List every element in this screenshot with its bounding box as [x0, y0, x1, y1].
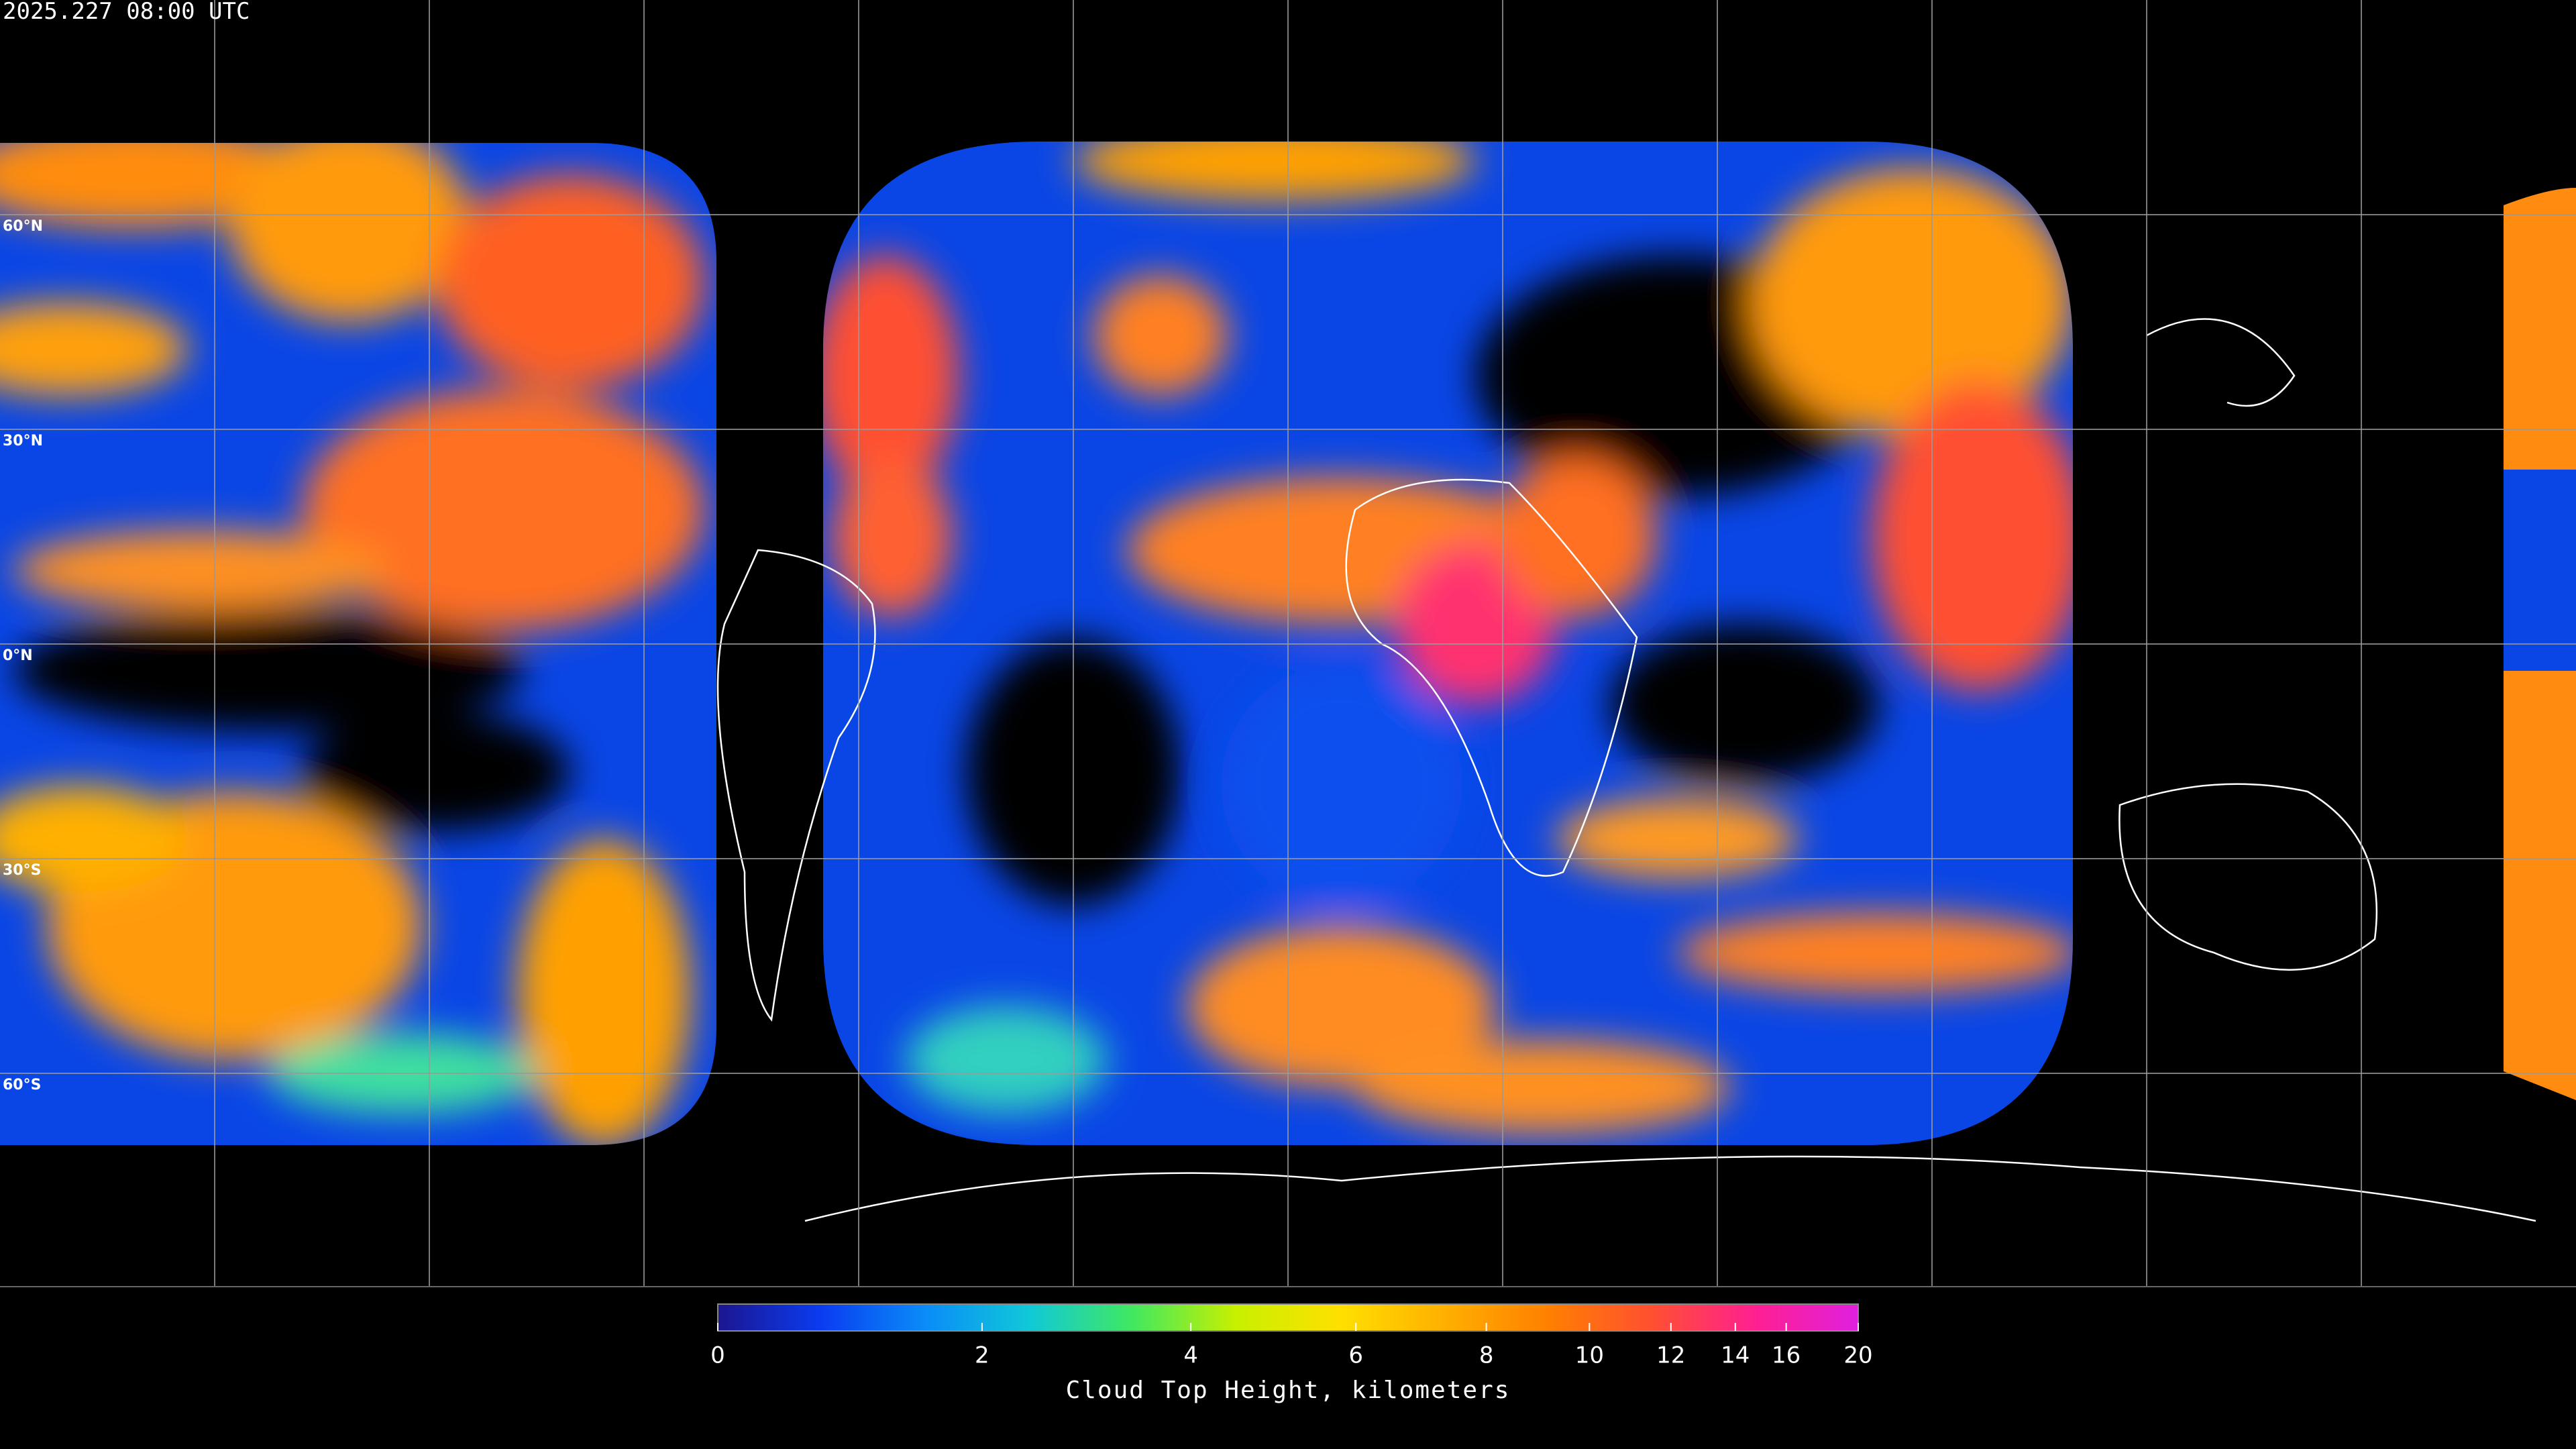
- colorbar-tick-label: 6: [1348, 1342, 1363, 1369]
- latitude-labels: 60°N 30°N 0°N 30°S 60°S: [3, 218, 43, 1093]
- satellite-swath-central: [823, 142, 2073, 1145]
- latitude-label: 30°N: [3, 433, 43, 449]
- colorbar-tick-label: 14: [1721, 1342, 1750, 1369]
- latitude-label: 60°N: [3, 218, 43, 235]
- colorbar-label: Cloud Top Height, kilometers: [1066, 1377, 1511, 1404]
- colorbar-tick-label: 0: [710, 1342, 725, 1369]
- colorbar-tick-label: 4: [1183, 1342, 1198, 1369]
- graticule: [0, 0, 2576, 1287]
- colorbar-tick-label: 10: [1575, 1342, 1604, 1369]
- colorbar-tick-label: 2: [975, 1342, 989, 1369]
- colorbar: [717, 1303, 1859, 1332]
- latitude-label: 0°N: [3, 647, 33, 664]
- timestamp: 2025.227 08:00 UTC: [3, 0, 250, 25]
- colorbar-ticks: 0 2 4 6 8 10 12 14 16 20: [710, 1323, 1873, 1369]
- colorbar-tick-label: 20: [1843, 1342, 1872, 1369]
- colorbar-tick-label: 16: [1772, 1342, 1801, 1369]
- satellite-swath-west: [0, 143, 716, 1145]
- latitude-label: 30°S: [3, 862, 41, 879]
- latitude-label: 60°S: [3, 1077, 41, 1093]
- colorbar-tick-label: 8: [1479, 1342, 1494, 1369]
- colorbar-tick-label: 12: [1656, 1342, 1685, 1369]
